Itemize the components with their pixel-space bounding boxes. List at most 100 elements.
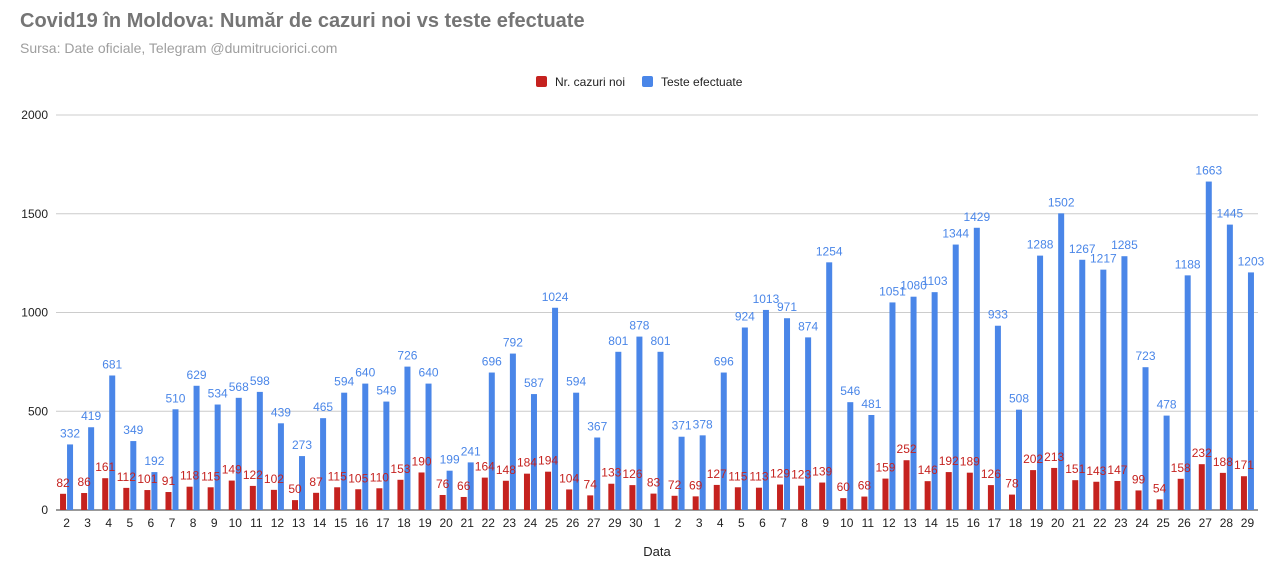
data-label-teste: 1013 xyxy=(753,292,780,306)
data-label-teste: 481 xyxy=(861,397,881,411)
x-tick-label: 30 xyxy=(629,516,643,530)
x-tick-label: 17 xyxy=(376,516,390,530)
bar-cazuri-noi xyxy=(734,487,741,510)
bar-cazuri-noi xyxy=(376,488,383,510)
data-label-teste: 419 xyxy=(81,409,101,423)
legend-item-teste-efectuate[interactable]: Teste efectuate xyxy=(642,75,743,89)
data-label-cazuri: 69 xyxy=(689,478,703,492)
bar-teste-efectuate xyxy=(1015,409,1022,510)
bar-teste-efectuate xyxy=(383,401,390,510)
bar-cazuri-noi xyxy=(523,473,530,510)
bar-cazuri-noi xyxy=(819,482,826,510)
data-label-teste: 726 xyxy=(397,349,417,363)
chart-title: Covid19 în Moldova: Număr de cazuri noi … xyxy=(20,10,585,32)
bar-cazuri-noi xyxy=(60,493,67,510)
legend[interactable]: Nr. cazuri noi Teste efectuate xyxy=(536,75,743,89)
data-label-cazuri: 171 xyxy=(1234,458,1254,472)
data-label-teste: 349 xyxy=(123,423,143,437)
legend-item-cazuri-noi[interactable]: Nr. cazuri noi xyxy=(536,75,625,89)
bar-teste-efectuate xyxy=(1121,256,1128,510)
data-label-cazuri: 123 xyxy=(791,468,811,482)
data-label-cazuri: 83 xyxy=(647,476,661,490)
bar-teste-efectuate xyxy=(425,383,432,510)
bar-teste-efectuate xyxy=(299,456,306,510)
bar-cazuri-noi xyxy=(924,481,931,510)
bar-teste-efectuate xyxy=(784,318,791,510)
x-tick-label: 23 xyxy=(1114,516,1128,530)
data-label-cazuri: 87 xyxy=(309,475,323,489)
bar-cazuri-noi xyxy=(1219,472,1226,510)
bar-cazuri-noi xyxy=(629,485,636,510)
x-tick-label: 9 xyxy=(211,516,218,530)
bar-cazuri-noi xyxy=(1240,476,1247,510)
data-label-teste: 332 xyxy=(60,426,80,440)
bar-teste-efectuate xyxy=(214,404,221,510)
bar-teste-efectuate xyxy=(847,402,854,510)
data-label-teste: 549 xyxy=(376,384,396,398)
bar-teste-efectuate xyxy=(973,227,980,510)
data-label-teste: 534 xyxy=(208,387,228,401)
bar-layer xyxy=(60,181,1254,511)
data-label-teste: 723 xyxy=(1136,349,1156,363)
x-tick-label: 7 xyxy=(169,516,176,530)
data-label-teste: 1267 xyxy=(1069,242,1096,256)
data-label-teste: 801 xyxy=(650,334,670,348)
data-label-cazuri: 76 xyxy=(436,477,450,491)
x-tick-label: 15 xyxy=(334,516,348,530)
y-tick-label: 1500 xyxy=(21,207,48,221)
bar-cazuri-noi xyxy=(460,496,467,510)
bar-teste-efectuate xyxy=(699,435,706,510)
x-tick-label: 21 xyxy=(461,516,475,530)
bar-cazuri-noi xyxy=(1177,478,1184,510)
x-tick-label: 12 xyxy=(271,516,285,530)
bar-teste-efectuate xyxy=(1205,181,1212,510)
data-label-teste: 629 xyxy=(187,368,207,382)
x-tick-label: 16 xyxy=(967,516,981,530)
bar-cazuri-noi xyxy=(165,492,172,510)
x-tick-label: 24 xyxy=(1135,516,1149,530)
data-label-cazuri: 60 xyxy=(837,480,851,494)
data-label-teste: 1217 xyxy=(1090,252,1117,266)
data-label-teste: 801 xyxy=(608,334,628,348)
data-label-teste: 1080 xyxy=(900,279,927,293)
x-tick-label: 4 xyxy=(717,516,724,530)
bar-cazuri-noi xyxy=(123,487,130,510)
bar-teste-efectuate xyxy=(1100,269,1107,510)
bar-teste-efectuate xyxy=(488,372,495,510)
bar-teste-efectuate xyxy=(235,397,242,510)
chart-subtitle: Sursa: Date oficiale, Telegram @dumitruc… xyxy=(20,40,338,56)
data-label-teste: 1429 xyxy=(963,210,990,224)
data-label-cazuri: 118 xyxy=(180,469,199,483)
data-label-cazuri: 72 xyxy=(668,478,682,492)
bar-teste-efectuate xyxy=(172,409,179,510)
x-tick-label: 1 xyxy=(654,516,661,530)
bar-cazuri-noi xyxy=(1198,464,1205,510)
x-tick-label: 14 xyxy=(313,516,327,530)
bar-cazuri-noi xyxy=(102,478,109,510)
bar-cazuri-noi xyxy=(966,472,973,510)
bar-cazuri-noi xyxy=(692,496,699,510)
bar-teste-efectuate xyxy=(552,307,559,510)
y-tick-label: 1000 xyxy=(21,306,48,320)
x-tick-label: 19 xyxy=(418,516,432,530)
x-tick-label: 26 xyxy=(1178,516,1192,530)
bar-teste-efectuate xyxy=(741,327,748,510)
x-tick-label: 14 xyxy=(924,516,938,530)
data-label-cazuri: 202 xyxy=(1023,452,1043,466)
data-label-cazuri: 151 xyxy=(1065,462,1085,476)
bar-teste-efectuate xyxy=(130,441,137,510)
bar-teste-efectuate xyxy=(1058,213,1065,511)
data-label-cazuri: 74 xyxy=(584,477,598,491)
data-label-teste: 465 xyxy=(313,400,333,414)
data-label-teste: 1103 xyxy=(922,274,948,288)
data-label-cazuri: 158 xyxy=(1171,461,1191,475)
data-label-teste: 1502 xyxy=(1048,195,1075,209)
bar-cazuri-noi xyxy=(861,496,868,510)
data-label-cazuri: 189 xyxy=(960,455,980,469)
data-label-cazuri: 126 xyxy=(622,467,642,481)
x-tick-label: 19 xyxy=(1030,516,1044,530)
x-tick-label: 20 xyxy=(439,516,453,530)
x-tick-label: 26 xyxy=(566,516,580,530)
data-label-teste: 199 xyxy=(440,453,460,467)
